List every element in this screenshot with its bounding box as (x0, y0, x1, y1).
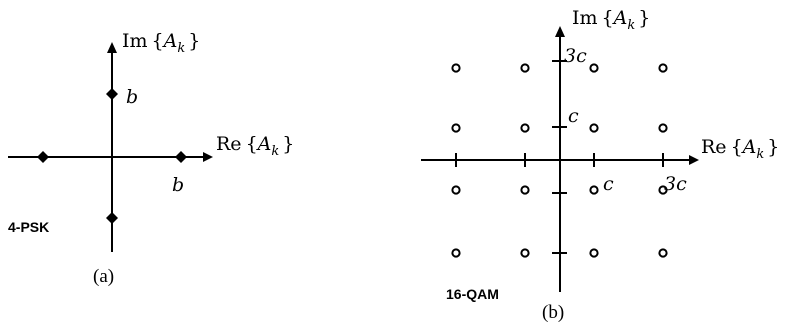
constellation-point-diamond (175, 151, 187, 163)
constellation-point-diamond (106, 88, 118, 100)
constellation-point-circle (658, 185, 668, 195)
a-points (37, 88, 187, 224)
a-im-label: Im {Ak} (122, 30, 200, 56)
a-modulation-tag: 4-PSK (8, 219, 49, 235)
b-y-tick-label-3c: 3c (564, 45, 587, 67)
constellation-point-circle (589, 123, 599, 133)
constellation-point-diamond (37, 151, 49, 163)
constellation-point-circle (520, 123, 530, 133)
panel-a: Im {Ak} Re {Ak} b b 4-PSK (a) (8, 30, 294, 287)
constellation-point-circle (589, 63, 599, 73)
constellation-point-circle (520, 63, 530, 73)
constellation-point-circle (451, 248, 461, 258)
constellation-point-circle (451, 63, 461, 73)
constellation-point-circle (451, 185, 461, 195)
b-im-label: Im {Ak} (572, 7, 650, 33)
a-imag-axis-arrowhead (107, 42, 117, 53)
a-y-tick-label: b (126, 86, 138, 108)
constellation-point-circle (658, 123, 668, 133)
constellation-point-circle (589, 185, 599, 195)
constellation-point-circle (658, 248, 668, 258)
b-x-tick-label-3c: 3c (664, 173, 687, 195)
constellation-point-diamond (106, 212, 118, 224)
b-caption: (b) (542, 302, 564, 322)
b-re-label: Re {Ak} (701, 136, 779, 162)
a-re-label: Re {Ak} (216, 133, 294, 159)
constellation-point-circle (451, 123, 461, 133)
constellation-point-circle (520, 185, 530, 195)
panel-b: Im {Ak} Re {Ak} c 3c c 3c 16-QAM (b) (421, 7, 779, 322)
constellation-point-circle (658, 63, 668, 73)
a-caption: (a) (93, 266, 114, 287)
a-x-tick-label: b (172, 174, 184, 196)
b-x-tick-label-c: c (603, 173, 614, 195)
b-real-axis-arrowhead (689, 155, 699, 165)
b-modulation-tag: 16-QAM (446, 286, 499, 302)
b-y-tick-label-c: c (568, 105, 579, 127)
b-points (451, 63, 668, 258)
constellation-point-circle (520, 248, 530, 258)
b-imag-axis-arrowhead (555, 26, 565, 37)
constellation-point-circle (589, 248, 599, 258)
a-real-axis-arrowhead (203, 152, 213, 162)
